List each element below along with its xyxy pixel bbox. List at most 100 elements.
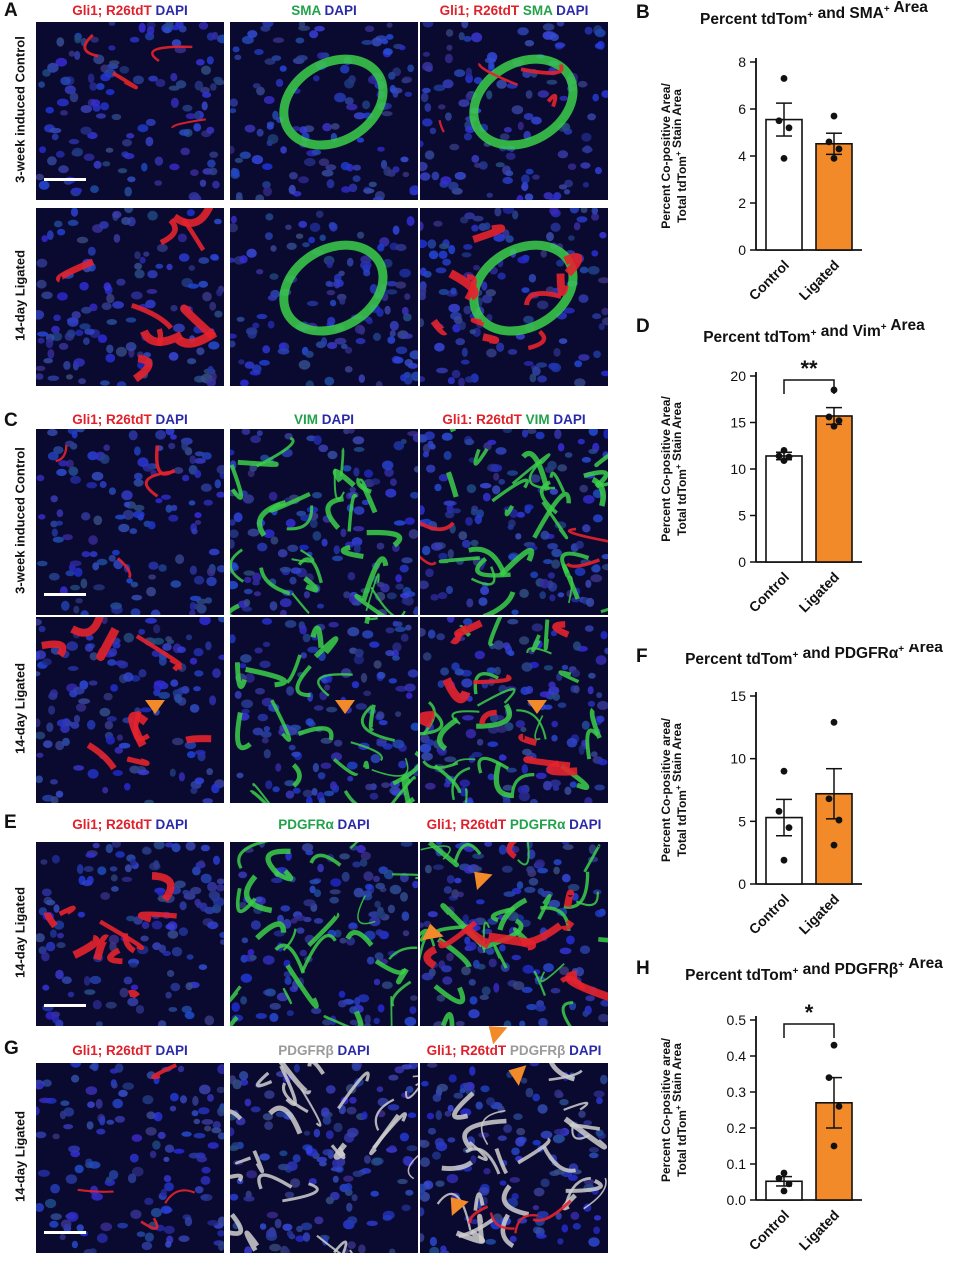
chart-h-point-control-2 [775,1175,783,1182]
chart-d-xlabel-ligated: Ligated [796,569,843,616]
chart-b-svg: Percent tdTom+ and SMA+ Area Percent Co-p… [659,0,928,303]
chart-h-ylabel-2: Total tdTom+ Stain Area [670,1043,689,1177]
chart-d-sig-stars: ** [800,356,818,381]
stain-text-g-3-2: PDGFRβ [506,1043,566,1058]
stain-text-c-3-3: DAPI [549,412,586,427]
image-c-r2-c2 [230,617,418,803]
stain-text-a-3-2: SMA [519,3,553,18]
panel-letter-c: C [4,410,18,431]
chart-b-yticklabel-0: 0 [738,242,746,258]
stain-text-g-2-2: DAPI [333,1043,370,1058]
stain-label-a-2: SMA DAPI [224,3,424,18]
chart-f-point-control-2 [775,807,783,815]
chart-h-xlabel-ligated: Ligated [796,1207,843,1254]
chart-f-point-control-1 [780,767,788,775]
stain-label-e-2: PDGFRα DAPI [224,817,424,832]
image-c-r2-c1 [36,617,224,803]
image-a-r2-c3 [420,208,608,386]
image-a-r1-c3 [420,22,608,200]
stain-text-e-2-1: PDGFRα [278,817,334,832]
micrograph-c-r1-c1 [36,429,224,615]
scale-bar-e [44,1004,86,1007]
chart-f-xlabel-ligated: Ligated [796,891,843,938]
chart-f-point-ligated-4 [830,841,838,849]
stain-text-a-2-2: DAPI [320,3,357,18]
chart-b-ylabel-1: Percent Co-positive Area/ [659,83,673,229]
chart-b-point-control-1 [780,75,788,82]
stain-label-a-3: Gli1; R26tdT SMA DAPI [414,3,614,18]
chart-f-svg: Percent tdTom+ and PDGFRα+ Area Percent C… [659,639,943,938]
chart-d-point-ligated-3 [835,417,843,425]
micrograph-e-r1-c3 [420,842,608,1026]
image-c-r1-c2 [230,429,418,615]
chart-h-yticklabel-3: 0.3 [727,1084,747,1100]
chart-f: Percent tdTom+ and PDGFRα+ Area Percent C… [636,639,962,944]
micrograph-g-r1-c1 [36,1063,224,1253]
chart-h-point-ligated-4 [830,1142,838,1150]
micrograph-e-r1-c2 [230,842,418,1026]
chart-h-yticklabel-5: 0.5 [727,1012,747,1028]
chart-h-yticklabel-4: 0.4 [727,1048,747,1064]
arrowhead-c-2 [335,700,355,714]
row-label-e-1: 14-day Ligated [12,886,28,979]
stain-text-a-1-1: Gli1; R26tdT [72,3,152,18]
chart-h-point-ligated-1 [830,1041,838,1049]
stain-text-c-3-2: VIM [521,412,550,427]
stain-text-g-2-1: PDGFRβ [278,1043,334,1058]
chart-h-sig-stars: * [805,1000,814,1025]
chart-h-xlabel-control: Control [746,1207,793,1254]
chart-d-point-ligated-2 [825,413,833,421]
image-c-r1-c1 [36,429,224,615]
stain-label-g-3: Gli1; R26tdT PDGFRβ DAPI [414,1043,614,1058]
stain-label-g-1: Gli1; R26tdT DAPI [30,1043,230,1058]
panel-letter-g: G [4,1038,19,1059]
chart-h-point-ligated-3 [835,1103,843,1110]
image-c-r2-c3 [420,617,608,803]
micrograph-g-r1-c2 [230,1063,418,1253]
chart-f-point-control-3 [785,824,793,831]
micrograph-c-r2-c2 [230,617,418,803]
scale-bar-g [44,1231,86,1234]
chart-b-point-control-2 [775,117,783,125]
chart-b-yticklabel-4: 8 [738,54,746,70]
stain-text-a-1-2: DAPI [151,3,188,18]
chart-f-point-ligated-2 [825,795,833,803]
chart-d-sig-bracket [783,379,835,394]
stain-text-g-3-3: DAPI [565,1043,602,1058]
chart-d: Percent tdTom+ and Vim+ Area Percent Co-p… [636,316,962,626]
stain-text-e-1-2: DAPI [151,817,188,832]
chart-f-yticklabel-0: 0 [738,876,746,892]
chart-h-ylabel-1: Percent Co-positive area/ [659,1037,673,1182]
stain-text-a-3-3: DAPI [552,3,589,18]
chart-d-yticklabel-1: 5 [738,508,746,524]
scale-bar-a [44,178,86,181]
chart-h-title: Percent tdTom+ and PDGFRβ+ Area [685,958,943,984]
stain-text-g-3-1: Gli1; R26tdT [426,1043,507,1058]
stain-text-a-3-1: Gli1; R26tdT [439,3,520,18]
micrograph-a-r2-c2 [230,208,418,386]
chart-d-yticklabel-0: 0 [738,554,746,570]
stain-label-g-2: PDGFRβ DAPI [224,1043,424,1058]
arrowhead-c-1 [145,700,165,714]
chart-d-ylabel-2: Total tdTom+ Stain Area [670,402,689,536]
chart-d-svg: Percent tdTom+ and Vim+ Area Percent Co-p… [659,317,925,616]
micrograph-a-r1-c1 [36,22,224,200]
chart-b-bar-control [765,118,803,251]
stain-text-c-2-2: DAPI [318,412,355,427]
image-a-r1-c2 [230,22,418,200]
image-a-r2-c1 [36,208,224,386]
chart-b: Percent tdTom+ and SMA+ Area Percent Co-p… [636,0,962,303]
chart-b-point-ligated-2 [825,138,833,146]
micrograph-a-r2-c3 [420,208,608,386]
chart-h-point-control-4 [780,1187,788,1195]
micrograph-a-r2-c1 [36,208,224,386]
stain-text-c-1-2: DAPI [151,412,188,427]
chart-f-ylabel-2: Total tdTom+ Stain Area [670,723,689,857]
micrograph-c-r2-c1 [36,617,224,803]
row-label-c-1: 3-week induced Control [12,447,28,594]
chart-f-title: Percent tdTom+ and PDGFRα+ Area [685,644,943,668]
chart-b-yticklabel-2: 4 [738,148,746,164]
chart-h-point-ligated-2 [825,1074,833,1081]
chart-b-title: Percent tdTom+ and SMA+ Area [700,0,928,28]
image-a-r2-c2 [230,208,418,386]
